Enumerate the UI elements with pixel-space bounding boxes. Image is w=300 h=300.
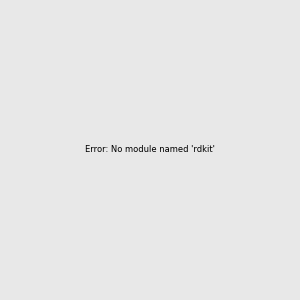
Text: Error: No module named 'rdkit': Error: No module named 'rdkit' [85,146,215,154]
